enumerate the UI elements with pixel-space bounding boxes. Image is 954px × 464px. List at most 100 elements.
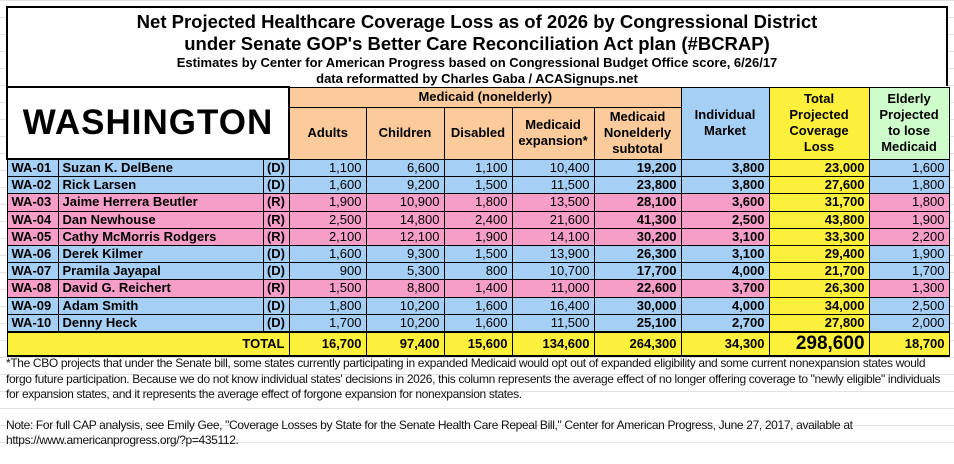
expansion-cell: 13,900 xyxy=(511,244,595,264)
representative-name: Cathy McMorris Rodgers xyxy=(57,227,264,246)
adults-cell: 1,900 xyxy=(288,193,367,212)
title-line-1: Net Projected Healthcare Coverage Loss a… xyxy=(136,11,818,32)
individual-cell: 3,600 xyxy=(680,193,770,212)
elderly-cell: 2,000 xyxy=(868,313,950,333)
header-adults: Adults xyxy=(288,106,367,160)
total-cell: 26,300 xyxy=(768,279,870,298)
individual-cell: 4,000 xyxy=(680,262,770,281)
disabled-cell: 1,500 xyxy=(443,244,513,264)
title-block: Net Projected Healthcare Coverage Loss a… xyxy=(6,6,948,86)
party-cell: (D) xyxy=(262,262,290,281)
coverage-table: WASHINGTON Medicaid (nonelderly) Individ… xyxy=(6,86,950,357)
district-cell: WA-04 xyxy=(6,210,59,229)
total-cell: 43,800 xyxy=(768,210,870,229)
table-row: WA-03 Jaime Herrera Beutler (R) 1,900 10,900… xyxy=(6,193,950,212)
subtotal-cell: 17,700 xyxy=(593,262,682,281)
disabled-cell: 1,800 xyxy=(443,193,513,212)
subtotal-cell: 25,100 xyxy=(593,313,682,333)
title-line-2: under Senate GOP's Better Care Reconcili… xyxy=(184,33,770,54)
subtotal-cell: 19,200 xyxy=(593,158,682,178)
representative-name: David G. Reichert xyxy=(57,279,264,298)
expansion-cell: 11,000 xyxy=(511,279,595,298)
disabled-cell: 800 xyxy=(443,262,513,281)
table-row: WA-01 Suzan K. DelBene (D) 1,100 6,600 1,100 1… xyxy=(6,158,950,178)
children-cell: 9,300 xyxy=(365,244,445,264)
total-expansion: 134,600 xyxy=(511,330,595,357)
header-elderly: Elderly Projected to lose Medicaid xyxy=(868,86,950,160)
elderly-cell: 1,700 xyxy=(868,262,950,281)
subtotal-cell: 41,300 xyxy=(593,210,682,229)
elderly-cell: 1,300 xyxy=(868,279,950,298)
expansion-cell: 14,100 xyxy=(511,227,595,246)
subtotal-cell: 23,800 xyxy=(593,176,682,195)
header-children: Children xyxy=(365,106,445,160)
expansion-cell: 11,500 xyxy=(511,313,595,333)
party-cell: (D) xyxy=(262,244,290,264)
total-disabled: 15,600 xyxy=(443,330,513,357)
total-subtotal: 264,300 xyxy=(593,330,682,357)
party-cell: (D) xyxy=(262,176,290,195)
subtitle-source: Estimates by Center for American Progres… xyxy=(176,55,778,70)
elderly-cell: 1,900 xyxy=(868,210,950,229)
expansion-cell: 10,400 xyxy=(511,158,595,178)
individual-cell: 2,700 xyxy=(680,313,770,333)
total-cell: 27,600 xyxy=(768,176,870,195)
disabled-cell: 1,100 xyxy=(443,158,513,178)
disabled-cell: 1,600 xyxy=(443,296,513,315)
representative-name: Pramila Jayapal xyxy=(57,262,264,281)
disabled-cell: 1,900 xyxy=(443,227,513,246)
subtotal-cell: 22,600 xyxy=(593,279,682,298)
totals-row: TOTAL 16,700 97,400 15,600 134,600 264,3… xyxy=(6,330,950,357)
coverage-loss-table-sheet: Net Projected Healthcare Coverage Loss a… xyxy=(6,6,950,357)
representative-name: Rick Larsen xyxy=(57,176,264,195)
children-cell: 6,600 xyxy=(365,158,445,178)
source-note: Note: For full CAP analysis, see Emily G… xyxy=(6,417,853,448)
adults-cell: 2,100 xyxy=(288,227,367,246)
total-cell: 21,700 xyxy=(768,262,870,281)
header-medicaid-group: Medicaid (nonelderly) xyxy=(288,86,682,108)
representative-name: Suzan K. DelBene xyxy=(57,158,264,178)
disabled-cell: 1,600 xyxy=(443,313,513,333)
children-cell: 14,800 xyxy=(365,210,445,229)
individual-cell: 3,800 xyxy=(680,176,770,195)
individual-cell: 3,800 xyxy=(680,158,770,178)
party-cell: (R) xyxy=(262,279,290,298)
disabled-cell: 1,500 xyxy=(443,176,513,195)
table-row: WA-10 Denny Heck (D) 1,700 10,200 1,600 11,500… xyxy=(6,313,950,333)
total-cell: 29,400 xyxy=(768,244,870,264)
notes: *The CBO projects that under the Senate … xyxy=(6,356,948,464)
district-cell: WA-10 xyxy=(6,313,59,333)
elderly-cell: 1,600 xyxy=(868,158,950,178)
table-row: WA-06 Derek Kilmer (D) 1,600 9,300 1,500 13,90… xyxy=(6,244,950,264)
children-cell: 12,100 xyxy=(365,227,445,246)
header-individual: Individual Market xyxy=(680,86,770,160)
party-cell: (R) xyxy=(262,193,290,212)
header-total: Total Projected Coverage Loss xyxy=(768,86,870,160)
party-cell: (D) xyxy=(262,158,290,178)
adults-cell: 1,600 xyxy=(288,244,367,264)
individual-cell: 3,100 xyxy=(680,244,770,264)
adults-cell: 2,500 xyxy=(288,210,367,229)
header-expansion: Medicaid expansion* xyxy=(511,106,595,160)
total-coverage-loss: 298,600 xyxy=(768,330,870,357)
disabled-cell: 1,400 xyxy=(443,279,513,298)
totals-label: TOTAL xyxy=(6,330,290,357)
party-cell: (D) xyxy=(262,296,290,315)
adults-cell: 900 xyxy=(288,262,367,281)
table-row: WA-05 Cathy McMorris Rodgers (R) 2,100 12,10… xyxy=(6,227,950,246)
elderly-cell: 1,800 xyxy=(868,176,950,195)
district-cell: WA-01 xyxy=(6,158,59,178)
expansion-cell: 21,600 xyxy=(511,210,595,229)
elderly-cell: 1,800 xyxy=(868,193,950,212)
representative-name: Dan Newhouse xyxy=(57,210,264,229)
children-cell: 9,200 xyxy=(365,176,445,195)
total-children: 97,400 xyxy=(365,330,445,357)
total-individual: 34,300 xyxy=(680,330,770,357)
elderly-cell: 2,500 xyxy=(868,296,950,315)
elderly-cell: 2,200 xyxy=(868,227,950,246)
district-cell: WA-05 xyxy=(6,227,59,246)
district-cell: WA-07 xyxy=(6,262,59,281)
total-cell: 31,700 xyxy=(768,193,870,212)
elderly-cell: 1,900 xyxy=(868,244,950,264)
table-row: WA-07 Pramila Jayapal (D) 900 5,300 800 10,700… xyxy=(6,262,950,281)
